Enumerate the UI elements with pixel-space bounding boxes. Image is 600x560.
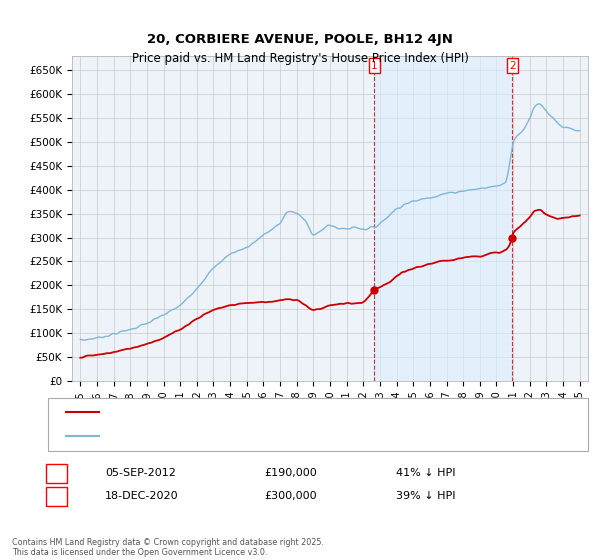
Text: 20, CORBIERE AVENUE, POOLE, BH12 4JN: 20, CORBIERE AVENUE, POOLE, BH12 4JN (147, 32, 453, 46)
Text: 20, CORBIERE AVENUE, POOLE, BH12 4JN (detached house): 20, CORBIERE AVENUE, POOLE, BH12 4JN (de… (105, 408, 415, 418)
Text: Contains HM Land Registry data © Crown copyright and database right 2025.
This d: Contains HM Land Registry data © Crown c… (12, 538, 324, 557)
Text: £190,000: £190,000 (264, 468, 317, 478)
Text: 41% ↓ HPI: 41% ↓ HPI (396, 468, 455, 478)
Text: HPI: Average price, detached house, Bournemouth Christchurch and Poole: HPI: Average price, detached house, Bour… (105, 431, 493, 441)
Text: 18-DEC-2020: 18-DEC-2020 (105, 491, 179, 501)
Text: 2: 2 (509, 61, 516, 71)
Text: 05-SEP-2012: 05-SEP-2012 (105, 468, 176, 478)
Text: £300,000: £300,000 (264, 491, 317, 501)
Text: 1: 1 (53, 468, 60, 478)
Text: 2: 2 (53, 491, 60, 501)
Text: 39% ↓ HPI: 39% ↓ HPI (396, 491, 455, 501)
Bar (374, 56, 512, 381)
Text: Price paid vs. HM Land Registry's House Price Index (HPI): Price paid vs. HM Land Registry's House … (131, 52, 469, 66)
Text: 1: 1 (371, 61, 378, 71)
